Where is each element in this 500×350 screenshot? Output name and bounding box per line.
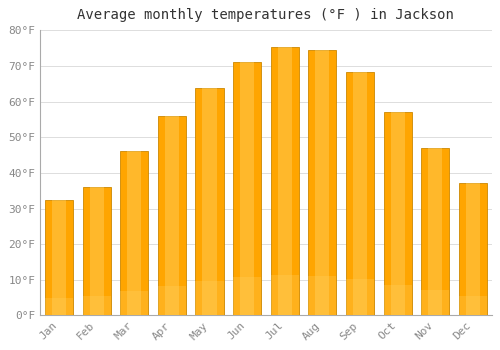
Bar [233, 62, 261, 315]
Bar [278, 47, 292, 315]
Bar [458, 183, 487, 315]
Bar [82, 187, 110, 315]
Bar [384, 112, 411, 315]
Bar [421, 148, 450, 315]
Bar [308, 50, 336, 315]
Bar [45, 200, 73, 315]
Bar [428, 148, 442, 315]
Bar [196, 88, 224, 315]
Bar [270, 275, 299, 315]
Bar [165, 116, 179, 315]
Bar [270, 47, 299, 315]
Bar [52, 200, 66, 315]
Bar [45, 298, 73, 315]
Bar [90, 187, 104, 315]
Bar [353, 72, 367, 315]
Bar [308, 276, 336, 315]
Bar [346, 72, 374, 315]
Bar [158, 286, 186, 315]
Bar [466, 183, 480, 315]
Bar [127, 151, 142, 315]
Bar [233, 277, 261, 315]
Bar [346, 279, 374, 315]
Bar [421, 290, 450, 315]
Bar [240, 62, 254, 315]
Bar [458, 296, 487, 315]
Bar [390, 112, 404, 315]
Bar [384, 285, 411, 315]
Bar [202, 88, 216, 315]
Bar [82, 296, 110, 315]
Bar [196, 281, 224, 315]
Bar [120, 291, 148, 315]
Bar [158, 116, 186, 315]
Bar [120, 151, 148, 315]
Bar [316, 50, 330, 315]
Title: Average monthly temperatures (°F ) in Jackson: Average monthly temperatures (°F ) in Ja… [78, 8, 454, 22]
